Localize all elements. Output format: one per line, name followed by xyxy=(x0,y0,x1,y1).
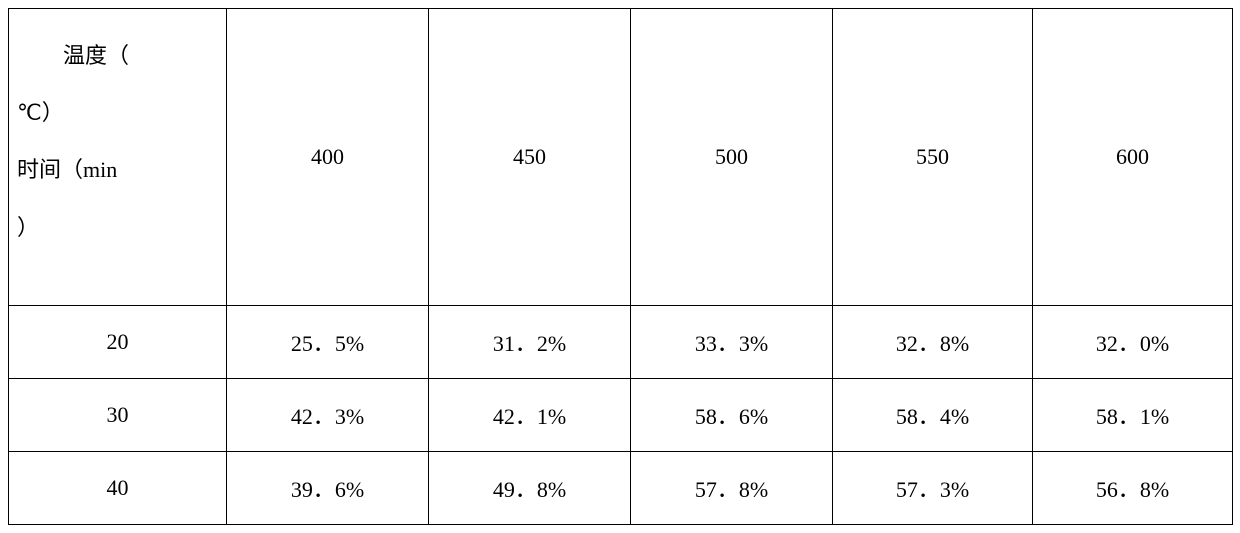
table-cell: 33．3% xyxy=(631,306,833,379)
table-cell: 25．5% xyxy=(227,306,429,379)
table-row: 20 25．5% 31．2% 33．3% 32．8% 32．0% xyxy=(9,306,1233,379)
table-cell: 58．4% xyxy=(833,379,1033,452)
data-table: 温度（ ℃） 时间（min ） 400 450 500 550 600 20 2… xyxy=(8,8,1233,525)
column-header: 400 xyxy=(227,9,429,306)
table-header-row: 温度（ ℃） 时间（min ） 400 450 500 550 600 xyxy=(9,9,1233,306)
header-corner-cell: 温度（ ℃） 时间（min ） xyxy=(9,9,227,306)
table-cell: 42．3% xyxy=(227,379,429,452)
table-cell: 58．1% xyxy=(1033,379,1233,452)
table-cell: 42．1% xyxy=(429,379,631,452)
header-corner-line: 温度（ xyxy=(17,27,218,84)
column-header: 450 xyxy=(429,9,631,306)
table-cell: 31．2% xyxy=(429,306,631,379)
row-label: 20 xyxy=(9,306,227,379)
column-header: 550 xyxy=(833,9,1033,306)
column-header: 600 xyxy=(1033,9,1233,306)
table-cell: 58．6% xyxy=(631,379,833,452)
table-row: 30 42．3% 42．1% 58．6% 58．4% 58．1% xyxy=(9,379,1233,452)
table-cell: 49．8% xyxy=(429,452,631,525)
row-label: 40 xyxy=(9,452,227,525)
header-corner-line: 时间（min xyxy=(17,141,218,198)
column-header: 500 xyxy=(631,9,833,306)
table-row: 40 39．6% 49．8% 57．8% 57．3% 56．8% xyxy=(9,452,1233,525)
table-cell: 57．3% xyxy=(833,452,1033,525)
row-label: 30 xyxy=(9,379,227,452)
header-corner-line: ℃） xyxy=(17,84,218,141)
header-corner-line: ） xyxy=(17,199,218,256)
table-cell: 32．0% xyxy=(1033,306,1233,379)
table-cell: 39．6% xyxy=(227,452,429,525)
table-cell: 32．8% xyxy=(833,306,1033,379)
table-cell: 56．8% xyxy=(1033,452,1233,525)
table-cell: 57．8% xyxy=(631,452,833,525)
